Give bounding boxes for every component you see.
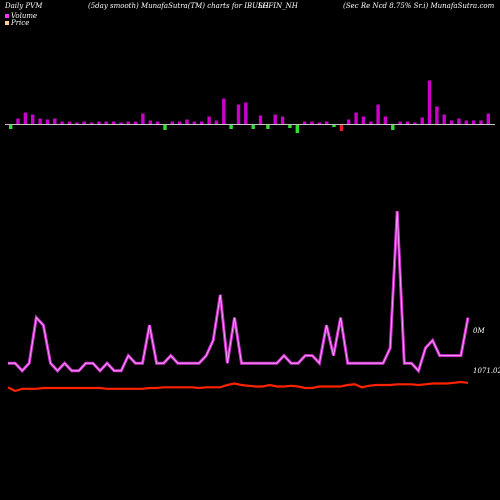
price-line — [7, 380, 469, 393]
volume-bar — [31, 114, 35, 125]
volume-bar — [45, 119, 50, 125]
volume-bar — [133, 121, 138, 125]
volume-bar — [361, 116, 366, 125]
volume-bar — [251, 125, 255, 129]
volume-bar — [104, 121, 108, 125]
volume-bar — [229, 125, 233, 129]
volume-bar — [347, 119, 351, 125]
volume-bar — [60, 121, 64, 125]
volume-bar — [398, 121, 402, 125]
volume-bar — [163, 125, 167, 130]
volume-bar — [214, 120, 219, 125]
volume-bar — [23, 112, 28, 125]
volume-bar — [75, 122, 79, 125]
volume-readout: 0M — [473, 327, 485, 335]
volume-bar — [295, 125, 299, 133]
volume-bar — [126, 121, 130, 125]
volume-bar — [442, 114, 446, 125]
volume-bar — [97, 121, 101, 125]
volume-bar — [141, 113, 145, 125]
volume-bars — [9, 80, 490, 133]
volume-bar — [38, 118, 42, 125]
volume-bar — [486, 113, 490, 125]
volume-bar — [89, 122, 94, 125]
header-left: Daily PVM — [4, 2, 43, 10]
volume-bar — [53, 118, 57, 125]
price-readout: 1071.02 — [473, 367, 500, 375]
legend-volume-swatch — [5, 14, 9, 18]
volume-bar — [266, 125, 270, 129]
volume-bar — [236, 104, 241, 125]
volume-bar — [280, 116, 285, 125]
volume-line — [8, 211, 470, 374]
volume-bar — [449, 120, 454, 125]
header-right: (Sec Re Ncd 8.75% Sr.i) MunafaSutra.com — [343, 2, 495, 10]
volume-bar — [170, 121, 174, 125]
header-center-left: (5day smooth) MunafaSutra(TM) charts for… — [88, 2, 270, 10]
volume-bar — [200, 121, 204, 125]
volume-bar — [339, 125, 344, 131]
volume-bar — [471, 120, 476, 125]
volume-bar — [119, 122, 123, 125]
volume-bar — [192, 121, 197, 125]
header-center-right: SGFIN_NH — [258, 2, 299, 10]
volume-bar — [258, 115, 263, 125]
volume-bar — [302, 121, 307, 125]
volume-bar — [354, 112, 358, 125]
volume-bar — [317, 122, 321, 125]
volume-bar — [16, 118, 20, 125]
legend-volume-label: Volume — [11, 12, 37, 20]
volume-bar — [178, 121, 182, 125]
volume-bar — [435, 106, 439, 125]
volume-bar — [369, 121, 373, 125]
volume-bar — [67, 121, 72, 125]
volume-bar — [244, 102, 248, 125]
volume-bar — [155, 121, 160, 125]
legend-price-label: Price — [10, 19, 29, 27]
volume-bar — [479, 120, 483, 125]
volume-bar — [207, 116, 211, 125]
volume-bar — [383, 116, 388, 125]
volume-bar — [273, 114, 277, 125]
volume-bar — [420, 117, 424, 125]
volume-bar — [288, 125, 292, 128]
volume-bar — [148, 120, 152, 125]
volume-bar — [413, 122, 417, 125]
volume-bar — [457, 118, 461, 125]
volume-bar — [82, 121, 86, 125]
volume-line-highlight — [8, 211, 469, 372]
volume-bar — [427, 80, 432, 125]
volume-bar — [111, 121, 116, 125]
volume-bar — [310, 121, 314, 125]
volume-bar — [185, 119, 189, 125]
volume-bar — [464, 120, 468, 125]
legend-price-swatch — [5, 21, 9, 25]
volume-bar — [405, 121, 410, 125]
volume-bar — [222, 98, 226, 125]
volume-bar — [332, 125, 336, 127]
volume-bar — [9, 125, 13, 129]
volume-bar — [376, 104, 380, 125]
volume-bar — [325, 121, 329, 125]
volume-bar — [391, 125, 395, 130]
